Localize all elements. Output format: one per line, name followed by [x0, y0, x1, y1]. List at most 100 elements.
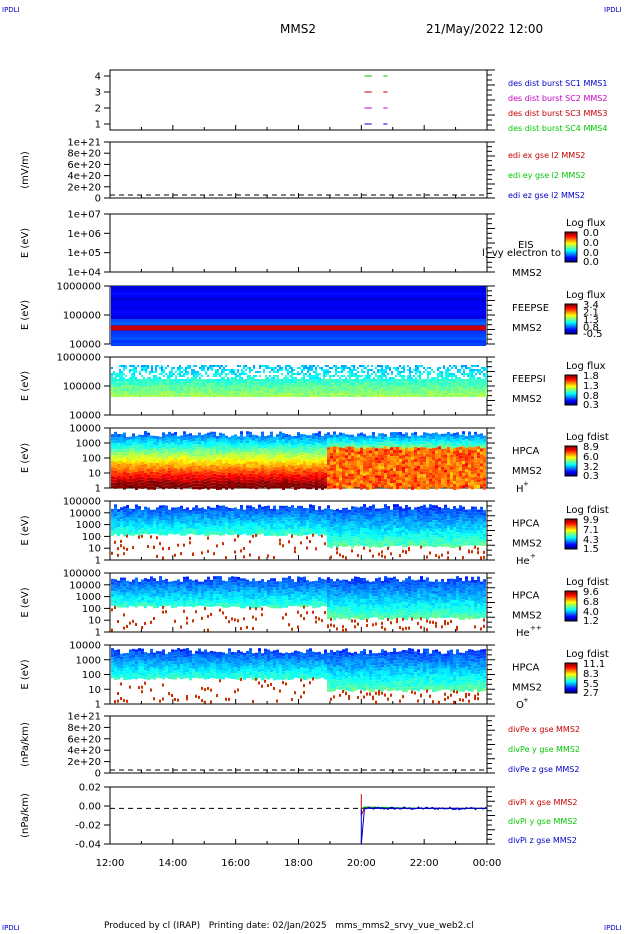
- hpca-cell: [312, 472, 315, 476]
- hpca-cell: [276, 473, 279, 477]
- hpca-cell: [300, 464, 303, 468]
- feepsi-cell: [379, 393, 381, 395]
- feepsi-cell: [153, 387, 155, 389]
- hpca-cell: [369, 444, 372, 448]
- feepsi-cell: [233, 371, 235, 373]
- feepsi-cell: [297, 381, 299, 383]
- hpca-cell: [312, 442, 315, 446]
- hpca-cell: [273, 457, 276, 461]
- feepsi-cell: [483, 387, 485, 389]
- legend-edi-ey-gse-l2-mms2: edi ey gse l2 MMS2: [508, 171, 586, 180]
- feepsi-cell: [433, 391, 435, 393]
- feepsi-cell: [221, 373, 223, 375]
- hpca-cell: [396, 474, 399, 478]
- hpca-cell: [309, 465, 312, 469]
- hpca-cell: [435, 438, 438, 442]
- hpca-cell: [378, 463, 381, 467]
- feepsi-cell: [253, 375, 255, 377]
- feepsi-cell: [467, 375, 469, 377]
- feepsi-cell: [143, 369, 145, 371]
- hpca-cell: [258, 442, 261, 446]
- feepsi-cell: [445, 383, 447, 385]
- feepsi-cell: [347, 375, 349, 377]
- feepsi-cell: [319, 383, 321, 385]
- feepsi-cell: [319, 391, 321, 393]
- feepsi-cell: [191, 387, 193, 389]
- hpca-cell: [291, 442, 294, 446]
- hpca-cell: [222, 463, 225, 467]
- hpca-cell: [195, 486, 198, 490]
- hpca-cell: [213, 458, 216, 462]
- feepsi-cell: [115, 383, 117, 385]
- hpca-cell: [369, 459, 372, 463]
- hpca-cell: [417, 438, 420, 442]
- feepsi-cell: [193, 381, 195, 383]
- feepsi-cell: [353, 373, 355, 375]
- feepsi-cell: [323, 391, 325, 393]
- hpca-cell: [327, 456, 330, 460]
- hpca-cell: [132, 454, 135, 458]
- hpca-cell: [165, 476, 168, 480]
- hpca-cell: [303, 458, 306, 462]
- feepsi-cell: [297, 385, 299, 387]
- hpca-cell: [420, 453, 423, 457]
- feepsi-cell: [429, 381, 431, 383]
- hpca-cell: [426, 480, 429, 484]
- feepsi-cell: [181, 389, 183, 391]
- feepsi-cell: [133, 373, 135, 375]
- hpca-cell: [204, 445, 207, 449]
- feepsi-cell: [421, 383, 423, 385]
- hpca-cell: [336, 473, 339, 477]
- hpca-cell: [387, 475, 390, 479]
- feepsi-cell: [375, 395, 377, 397]
- feepsi-cell: [443, 391, 445, 393]
- hpca-cell: [249, 431, 252, 435]
- feepsi-cell: [389, 369, 391, 371]
- feepsi-cell: [189, 393, 191, 395]
- hpca-cell: [264, 469, 267, 473]
- feepsi-cell: [453, 379, 455, 381]
- feepsi-cell: [473, 371, 475, 373]
- hpca-cell: [114, 458, 117, 462]
- hpca-cell: [429, 472, 432, 476]
- feepsi-cell: [317, 391, 319, 393]
- hpca-cell: [147, 471, 150, 475]
- hpca-cell: [276, 440, 279, 444]
- feepsi-cell: [225, 369, 227, 371]
- feepsi-cell: [215, 395, 217, 397]
- feepsi-cell: [235, 395, 237, 397]
- hpca-cell: [408, 454, 411, 458]
- feepsi-cell: [479, 381, 481, 383]
- feepsi-cell: [391, 371, 393, 373]
- feepsi-cell: [253, 395, 255, 397]
- feepsi-cell: [463, 383, 465, 385]
- hpca-cell: [117, 460, 120, 464]
- hpca-cell: [153, 456, 156, 460]
- hpca-cell: [399, 449, 402, 453]
- hpca-cell: [141, 443, 144, 447]
- feepsi-cell: [365, 391, 367, 393]
- feepsi-cell: [201, 369, 203, 371]
- feepsi-cell: [481, 385, 483, 387]
- hpca-cell: [168, 467, 171, 471]
- feepsi-cell: [163, 385, 165, 387]
- hpca-cell: [396, 459, 399, 463]
- feepsi-cell: [139, 387, 141, 389]
- hpca-cell: [405, 444, 408, 448]
- hpca-cell: [207, 432, 210, 436]
- feepsi-cell: [195, 373, 197, 375]
- feepsi-cell: [185, 371, 187, 373]
- feepsi-cell: [133, 381, 135, 383]
- feepsi-cell: [193, 385, 195, 387]
- hpca-cell: [417, 483, 420, 487]
- legend-edi-ex-gse-l2-mms2: edi ex gse l2 MMS2: [508, 151, 585, 160]
- hpca-cell: [156, 481, 159, 485]
- hpca-cell: [240, 476, 243, 480]
- feepsi-cell: [315, 389, 317, 391]
- feepsi-cell: [193, 373, 195, 375]
- hpca-cell: [333, 437, 336, 441]
- feepsi-cell: [457, 385, 459, 387]
- hpca-cell: [390, 444, 393, 448]
- hpca-cell: [396, 462, 399, 466]
- feepsi-cell: [141, 387, 143, 389]
